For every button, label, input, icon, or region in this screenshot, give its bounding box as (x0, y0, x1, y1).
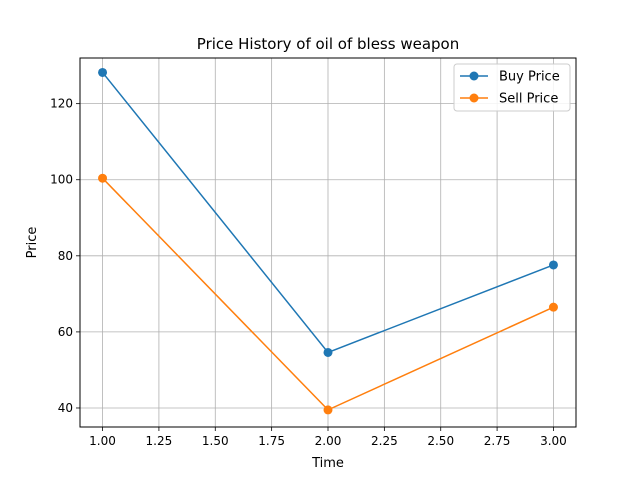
sell-price-point (323, 405, 333, 415)
y-axis-label: Price (25, 227, 40, 259)
y-tick-label: 60 (58, 325, 73, 339)
legend-buy-price-marker (469, 71, 479, 81)
y-tick-label: 40 (58, 401, 73, 415)
x-tick-label: 2.50 (427, 434, 454, 448)
legend: Buy Price Sell Price (453, 63, 571, 112)
buy-price-point (98, 67, 108, 77)
y-tick-label: 80 (58, 249, 73, 263)
x-tick-label: 1.00 (89, 434, 116, 448)
legend-sell-price-marker (469, 93, 479, 103)
axis-ticks: 1.00 1.25 1.50 1.75 2.00 2.25 2.50 2.75 3.00 40 60… (50, 97, 567, 448)
y-tick-label: 100 (50, 173, 73, 187)
x-axis-label: Time (311, 456, 344, 471)
legend-buy-price-label: Buy Price (499, 70, 560, 85)
buy-price-point (548, 260, 558, 270)
sell-price-point (98, 173, 108, 183)
x-tick-label: 3.00 (540, 434, 567, 448)
chart-title: Price History of oil of bless weapon (197, 35, 459, 53)
series-layer (98, 67, 558, 415)
x-tick-label: 2.75 (484, 434, 511, 448)
x-tick-label: 1.25 (146, 434, 173, 448)
y-tick-label: 120 (50, 97, 73, 111)
buy-price-point (323, 347, 333, 357)
legend-sell-price-label: Sell Price (499, 92, 558, 107)
x-tick-label: 1.75 (258, 434, 285, 448)
sell-price-point (548, 302, 558, 312)
x-tick-label: 2.00 (315, 434, 342, 448)
x-tick-label: 1.50 (202, 434, 229, 448)
x-tick-label: 2.25 (371, 434, 398, 448)
